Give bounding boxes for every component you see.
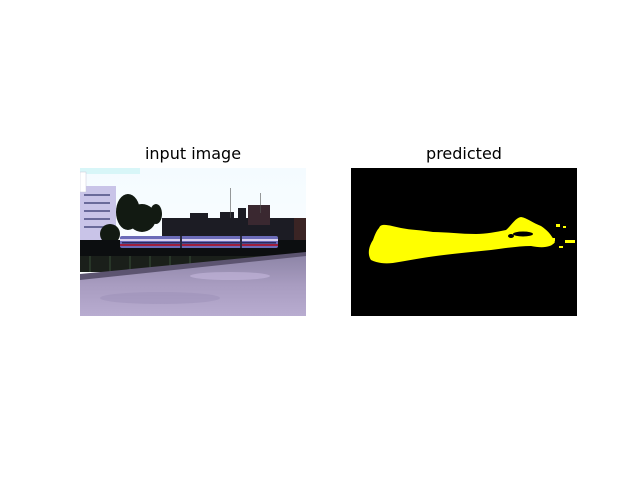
mask-fragment <box>556 224 560 227</box>
input-image-title: input image <box>144 144 242 163</box>
train <box>120 236 278 248</box>
road-shade <box>100 292 220 304</box>
input-image <box>80 168 306 316</box>
mask-hole <box>513 231 533 237</box>
building-tower <box>80 171 87 193</box>
mask-hole <box>508 234 514 238</box>
building-windows <box>84 194 110 228</box>
input-image-scene <box>80 168 306 316</box>
mask-fragment <box>565 240 575 243</box>
mask-fragment <box>563 226 566 228</box>
predicted-mask <box>351 168 577 316</box>
pole <box>260 193 261 213</box>
predicted-mask-canvas <box>351 168 577 316</box>
mask-train-region <box>368 217 555 264</box>
road-edge <box>80 252 306 280</box>
road-glare <box>190 272 270 280</box>
predicted-title: predicted <box>426 144 502 163</box>
mask-fragment <box>559 246 563 248</box>
pole <box>230 188 231 218</box>
mask-fragment <box>551 238 555 241</box>
trees <box>100 194 162 244</box>
sky-tint <box>80 168 140 174</box>
